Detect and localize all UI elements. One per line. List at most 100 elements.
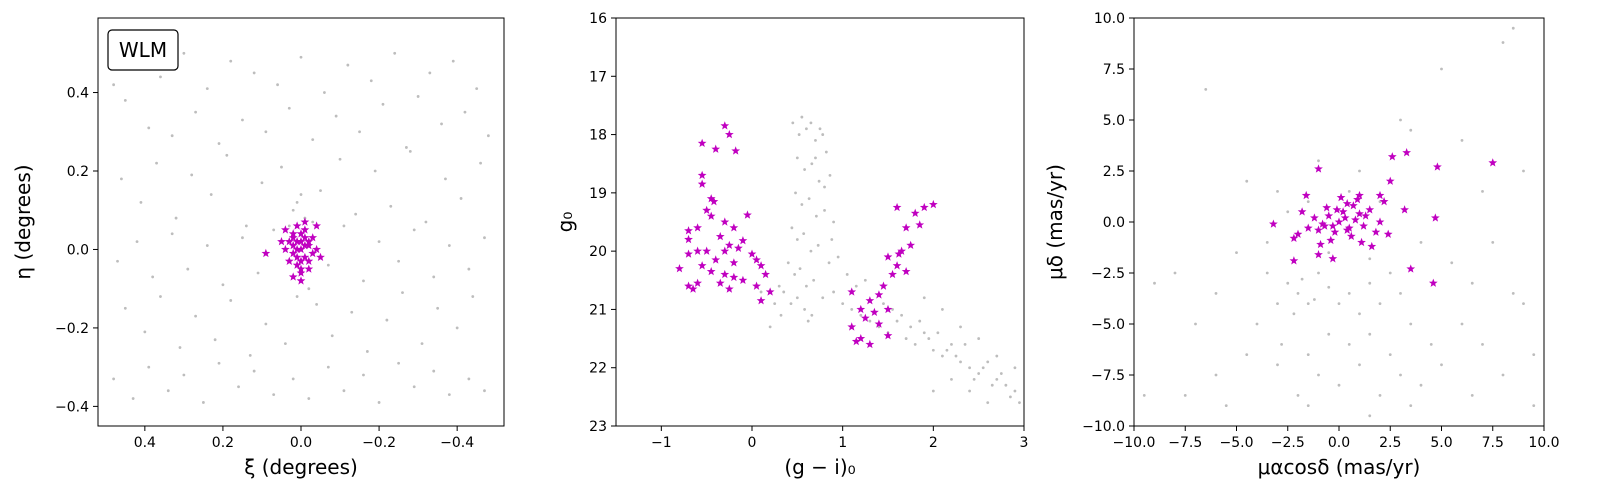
- background-point: [362, 279, 365, 283]
- background-point: [241, 118, 244, 122]
- background-point: [830, 238, 834, 241]
- background-point: [315, 302, 319, 306]
- member-star-point: [693, 223, 702, 232]
- background-point: [793, 273, 797, 276]
- member-star-point: [312, 221, 321, 230]
- background-point: [1470, 394, 1474, 397]
- background-point: [963, 343, 967, 346]
- member-star-point: [738, 275, 748, 285]
- background-point: [1388, 271, 1392, 275]
- member-star-point: [288, 272, 298, 281]
- background-point: [135, 240, 139, 244]
- background-point: [170, 232, 174, 236]
- background-point: [412, 385, 416, 389]
- member-star-point: [1303, 223, 1313, 232]
- member-star-point: [281, 225, 290, 234]
- background-point: [1300, 277, 1304, 281]
- y-tick-label: 18: [589, 128, 607, 144]
- member-star-point: [752, 255, 761, 264]
- background-point: [123, 98, 127, 102]
- member-star-point: [1334, 217, 1344, 226]
- background-point: [990, 383, 994, 387]
- member-star-point: [1338, 207, 1348, 216]
- background-point: [968, 389, 971, 393]
- member-star-point: [865, 339, 875, 349]
- background-point: [401, 291, 404, 295]
- y-tick-label: 17: [589, 69, 607, 85]
- background-point: [807, 197, 811, 201]
- member-star-point: [300, 240, 310, 250]
- background-point: [1409, 404, 1413, 407]
- background-point: [1460, 322, 1464, 326]
- background-point: [432, 369, 436, 373]
- background-point: [365, 350, 369, 353]
- member-star-point: [874, 290, 884, 299]
- member-star-point: [706, 211, 716, 220]
- background-point: [1327, 251, 1331, 255]
- background-point: [1292, 312, 1296, 316]
- background-point: [455, 326, 459, 330]
- member-star-point: [1371, 227, 1381, 236]
- background-point: [931, 348, 935, 352]
- background-point: [803, 168, 806, 171]
- background-point: [1409, 322, 1413, 326]
- background-point: [1388, 353, 1392, 356]
- background-point: [116, 259, 119, 263]
- member-star-point: [1318, 219, 1327, 228]
- background-point: [190, 173, 194, 177]
- x-tick-label: 1: [838, 435, 847, 451]
- member-star-point: [897, 246, 906, 255]
- background-point: [405, 146, 408, 149]
- background-point: [950, 377, 953, 381]
- background-point: [1368, 414, 1372, 418]
- background-point: [790, 226, 794, 230]
- background-point: [123, 306, 127, 310]
- member-star-point: [729, 272, 739, 282]
- background-point: [397, 259, 400, 263]
- background-point: [841, 302, 845, 305]
- background-point: [451, 59, 455, 63]
- member-star-point: [284, 256, 294, 265]
- member-star-point: [296, 229, 306, 238]
- background-point: [112, 377, 116, 381]
- background-point: [779, 313, 783, 317]
- x-tick-label: 2.5: [1379, 435, 1401, 451]
- background-point: [814, 139, 817, 142]
- background-point: [131, 397, 135, 400]
- background-point: [432, 275, 436, 279]
- background-point: [1235, 251, 1238, 255]
- background-point: [354, 212, 358, 216]
- background-point: [759, 290, 763, 294]
- background-point: [436, 306, 440, 310]
- member-star-point: [915, 220, 925, 229]
- background-point: [299, 55, 303, 59]
- background-point: [1440, 363, 1443, 367]
- y-tick-label: −2.5: [1091, 266, 1125, 282]
- background-point: [999, 372, 1003, 375]
- x-tick-label: 0.4: [134, 435, 156, 451]
- background-point: [854, 284, 858, 288]
- member-star-point: [304, 256, 314, 265]
- member-star-point: [1387, 152, 1397, 161]
- member-star-point: [702, 246, 712, 255]
- background-point: [467, 377, 471, 381]
- background-point: [1337, 383, 1341, 387]
- background-point: [882, 302, 885, 305]
- member-star-point: [296, 237, 306, 246]
- member-star-point: [1320, 221, 1330, 230]
- member-star-point: [296, 276, 306, 285]
- member-star-point: [292, 252, 302, 262]
- member-star-point: [300, 252, 310, 262]
- x-tick-label: 0: [748, 435, 757, 451]
- member-star-point: [720, 246, 730, 255]
- background-point: [1194, 322, 1197, 326]
- x-tick-label: 10.0: [1528, 435, 1559, 451]
- background-point: [891, 308, 894, 311]
- background-point: [1358, 169, 1361, 173]
- member-star-point: [738, 236, 748, 245]
- background-point: [295, 295, 299, 298]
- background-point: [416, 95, 420, 98]
- background-point: [447, 393, 451, 397]
- background-point: [1501, 41, 1505, 44]
